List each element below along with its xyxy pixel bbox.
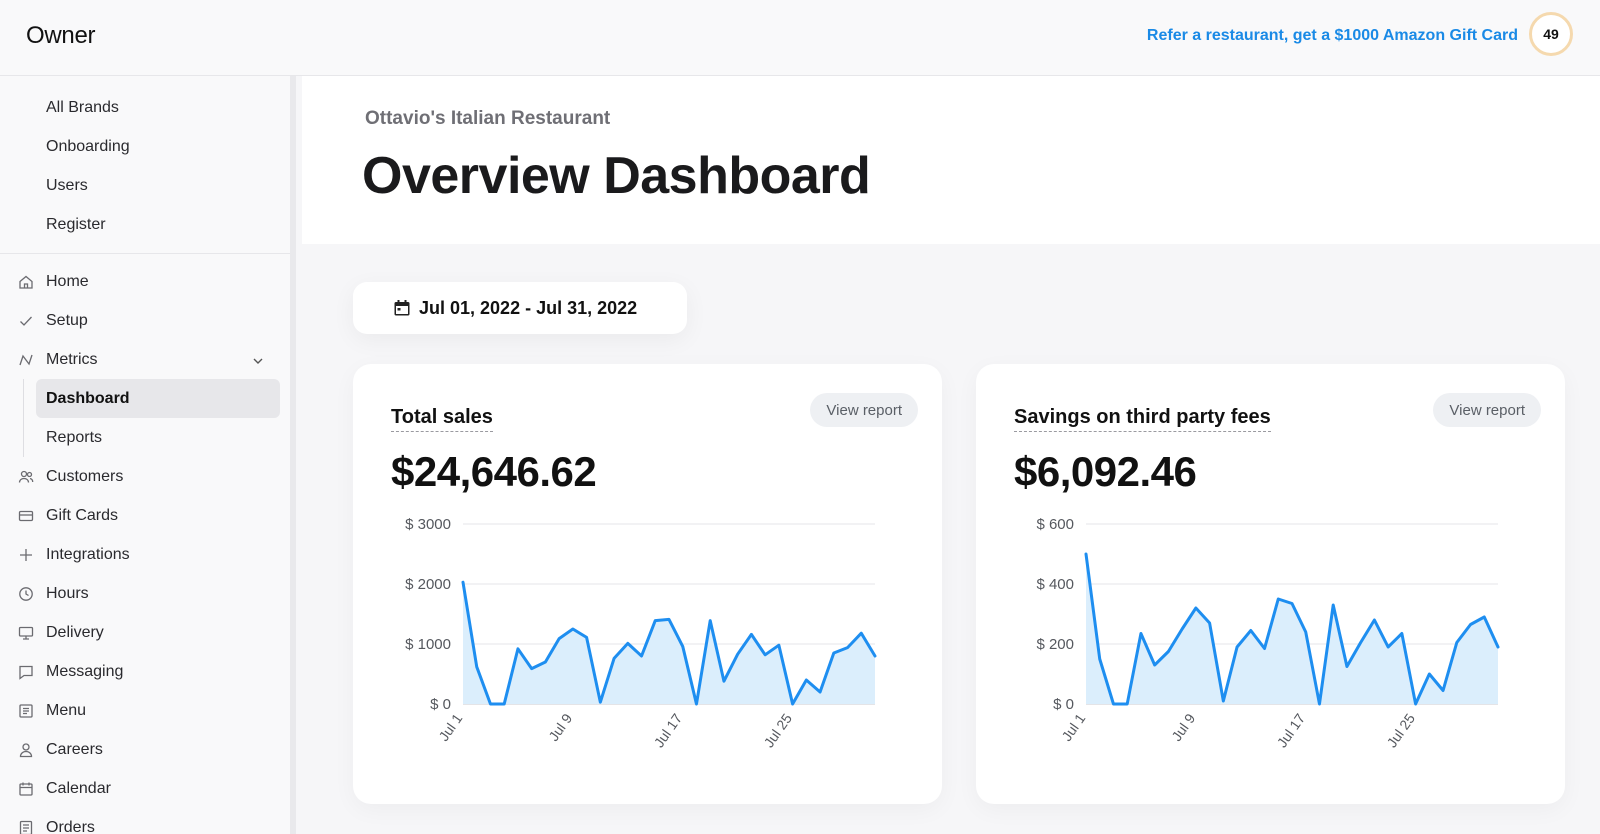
y-tick-label: $ 1000: [405, 636, 451, 653]
page-header: Ottavio's Italian Restaurant Overview Da…: [302, 76, 1600, 244]
x-tick-label: Jul 9: [1168, 710, 1198, 744]
date-range-label: Jul 01, 2022 - Jul 31, 2022: [419, 297, 638, 318]
home-icon: [18, 274, 34, 290]
sidebar-item-hours[interactable]: Hours: [0, 574, 290, 613]
y-tick-label: $ 0: [1053, 696, 1074, 713]
x-tick-label: Jul 25: [761, 710, 796, 750]
total-sales-chart: $ 0 $ 1000 $ 2000 $ 3000 Jul 1 Jul 9 Jul 17 Jul…: [405, 516, 877, 750]
sidebar-item-label: Calendar: [46, 779, 111, 797]
savings-chart: $ 0 $ 200 $ 400 $ 600 Jul 1 Jul 9 Jul 17 Jul 25: [1036, 516, 1500, 750]
sidebar-item-label: Onboarding: [46, 137, 130, 155]
sidebar-item-metrics[interactable]: Metrics: [0, 340, 290, 379]
sidebar-item-label: Careers: [46, 740, 103, 758]
restaurant-name: Ottavio's Italian Restaurant: [365, 108, 611, 129]
customers-icon: [18, 469, 34, 485]
series-area: [1086, 554, 1498, 704]
sidebar-item-label: Dashboard: [46, 389, 130, 407]
sidebar-item-label: Gift Cards: [46, 506, 119, 524]
sidebar-item-messaging[interactable]: Messaging: [0, 652, 290, 691]
metrics-icon: [18, 352, 34, 368]
careers-icon: [18, 742, 34, 758]
app-logo[interactable]: Owner: [26, 22, 96, 49]
y-tick-label: $ 400: [1036, 576, 1074, 593]
y-tick-label: $ 200: [1036, 636, 1074, 653]
x-tick-label: Jul 9: [545, 710, 575, 744]
sidebar-item-all-brands[interactable]: All Brands: [0, 88, 290, 127]
sidebar-item-careers[interactable]: Careers: [0, 730, 290, 769]
metrics-submenu: Dashboard Reports: [0, 379, 290, 457]
sidebar-item-register[interactable]: Register: [0, 205, 290, 244]
sidebar-item-integrations[interactable]: Integrations: [0, 535, 290, 574]
sidebar-item-label: Metrics: [46, 350, 98, 368]
message-icon: [18, 664, 34, 680]
check-icon: [18, 313, 34, 329]
x-tick-label: Jul 17: [1274, 710, 1309, 750]
y-tick-label: $ 2000: [405, 576, 451, 593]
card-value: $24,646.62: [391, 448, 597, 495]
calendar-icon: [393, 299, 411, 317]
menu-icon: [18, 703, 34, 719]
x-tick-label: Jul 1: [435, 710, 465, 744]
savings-card: Savings on third party fees View report …: [976, 364, 1565, 804]
plus-icon: [18, 547, 34, 563]
gift-card-icon: [18, 508, 34, 524]
refer-restaurant-link[interactable]: Refer a restaurant, get a $1000 Amazon G…: [1146, 27, 1518, 44]
sidebar: All Brands Onboarding Users Register Hom…: [0, 76, 296, 834]
sidebar-item-calendar[interactable]: Calendar: [0, 769, 290, 808]
sidebar-item-reports[interactable]: Reports: [0, 418, 290, 457]
sidebar-item-orders[interactable]: Orders: [0, 808, 290, 834]
sidebar-item-label: Setup: [46, 311, 88, 329]
sidebar-item-label: All Brands: [46, 98, 119, 116]
score-badge[interactable]: 49: [1529, 12, 1573, 56]
sidebar-item-label: Customers: [46, 467, 124, 485]
top-bar: Owner Refer a restaurant, get a $1000 Am…: [0, 0, 1600, 76]
series-line: [461, 580, 877, 706]
orders-icon: [18, 820, 34, 834]
sidebar-item-dashboard[interactable]: Dashboard: [36, 379, 280, 418]
sidebar-item-onboarding[interactable]: Onboarding: [0, 127, 290, 166]
card-value: $6,092.46: [1014, 448, 1197, 495]
x-tick-label: Jul 17: [651, 710, 686, 750]
sidebar-item-setup[interactable]: Setup: [0, 301, 290, 340]
date-range-picker[interactable]: Jul 01, 2022 - Jul 31, 2022: [353, 282, 687, 334]
view-report-button[interactable]: View report: [810, 393, 918, 427]
series-line: [1084, 552, 1500, 706]
sidebar-item-users[interactable]: Users: [0, 166, 290, 205]
y-tick-label: $ 3000: [405, 516, 451, 533]
sidebar-item-label: Orders: [46, 818, 95, 834]
sidebar-item-customers[interactable]: Customers: [0, 457, 290, 496]
sidebar-item-label: Menu: [46, 701, 87, 719]
card-title[interactable]: Total sales: [391, 406, 493, 432]
sidebar-item-label: Reports: [46, 428, 103, 446]
y-tick-label: $ 600: [1036, 516, 1074, 533]
sidebar-item-home[interactable]: Home: [0, 262, 290, 301]
card-title[interactable]: Savings on third party fees: [1014, 406, 1271, 432]
sidebar-item-label: Delivery: [46, 623, 104, 641]
chevron-down-icon[interactable]: [252, 354, 264, 366]
page-title: Overview Dashboard: [362, 147, 871, 205]
sidebar-item-label: Register: [46, 215, 106, 233]
sidebar-item-label: Home: [46, 272, 89, 290]
sidebar-item-delivery[interactable]: Delivery: [0, 613, 290, 652]
calendar-icon: [18, 781, 34, 797]
sidebar-item-label: Messaging: [46, 662, 124, 680]
sidebar-admin-group: All Brands Onboarding Users Register: [0, 76, 290, 254]
y-tick-label: $ 0: [430, 696, 451, 713]
sidebar-item-label: Hours: [46, 584, 89, 602]
sidebar-main-group: Home Setup Metrics Dashboard Reports Cus…: [0, 254, 290, 834]
x-tick-label: Jul 25: [1384, 710, 1419, 750]
sidebar-item-gift-cards[interactable]: Gift Cards: [0, 496, 290, 535]
delivery-icon: [18, 625, 34, 641]
view-report-button[interactable]: View report: [1433, 393, 1541, 427]
series-area: [463, 582, 875, 704]
sidebar-item-menu[interactable]: Menu: [0, 691, 290, 730]
sidebar-item-label: Integrations: [46, 545, 130, 563]
clock-icon: [18, 586, 34, 602]
x-tick-label: Jul 1: [1058, 710, 1088, 744]
sidebar-item-label: Users: [46, 176, 88, 194]
total-sales-card: Total sales View report $24,646.62 $ 0 $ …: [353, 364, 942, 804]
